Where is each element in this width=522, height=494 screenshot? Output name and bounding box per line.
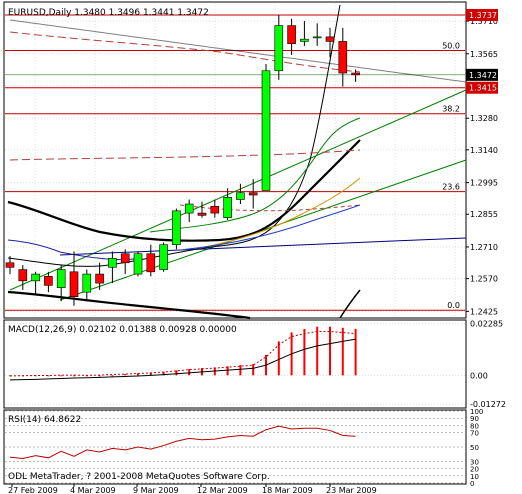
bear-candle [5,262,15,268]
ma-red-dashed-mid [9,149,361,161]
ma-green [149,117,361,233]
macd-tick-label: 0.00 [470,371,488,380]
price-tick-label: 1.3710 [470,17,498,26]
date-tick-label: 18 Mar 2009 [262,486,313,494]
rsi-tick-label: 10 [470,473,479,481]
rsi-tick-label: 20 [470,466,479,474]
bear-candle [287,25,296,44]
ma-black-thin [7,4,341,267]
price-tag-text: 1.3472 [469,71,497,80]
price-tick-label: 1.2710 [470,243,498,252]
date-tick-label: 4 Mar 2009 [70,486,116,494]
price-tick-label: 1.3280 [470,114,498,123]
fib-level-label: 50.0 [442,41,460,50]
bear-candle [338,41,348,74]
bear-candle [69,271,79,297]
rsi-tick-label: 50 [470,444,479,452]
macd-main-dotted-line [9,331,356,377]
bull-candle [159,244,168,270]
rsi-line [9,425,356,460]
price-tag-box [466,81,498,94]
rsi-tick-label: 70 [470,430,479,438]
price-tick-label: 1.3565 [470,50,498,59]
price-tag-text: 1.3415 [469,84,497,93]
black-trend-line [9,19,467,83]
price-panel-frame [3,1,467,319]
price-tick-label: 1.2570 [470,275,498,284]
price-axis: 1.37101.35651.34251.32801.31401.29951.28… [466,8,498,316]
fib-level-label: 23.6 [442,183,460,192]
price-tick-label: 1.3140 [470,146,498,155]
date-tick-label: 9 Mar 2009 [133,486,179,494]
price-tick-label: 1.2995 [470,179,498,188]
bull-candle [261,70,271,191]
moving-averages [7,4,361,320]
bull-candle [82,273,92,293]
ma-black-bottom [7,290,251,320]
ma-red-dashed-top [9,31,361,73]
fib-level-label: 0.0 [447,301,460,310]
rsi-tick-label: 100 [470,408,483,416]
price-tick-label: 1.2855 [470,210,498,219]
candles [5,14,360,306]
bear-candle [120,253,130,264]
fibonacci-levels: 50.0 38.2 23.6 0.0 [5,14,465,311]
rsi-tick-label: 80 [470,422,479,430]
price-tag-box [466,68,498,81]
price-tag-box [466,8,498,21]
macd-panel-frame [3,319,467,409]
macd-tick-label: 0.02285 [470,320,503,329]
bull-candle [223,196,232,218]
ma-black-thick [7,139,361,242]
price-grid [5,3,465,317]
bear-candle [325,36,335,42]
bull-candle [108,257,117,268]
bear-candle [210,206,220,214]
bull-candle [236,192,245,200]
macd-tick-label: -0.01272 [470,400,506,409]
bear-candle [18,269,28,282]
bear-candle [197,212,207,216]
bear-candle [95,273,104,284]
rsi-tick-label: 0 [470,480,474,488]
macd-label: MACD(12,26,9) 0.02102 0.01388 0.00928 0.… [8,325,237,335]
rsi-tick-label: 90 [470,415,479,423]
rsi-label: RSI(14) 64.8622 [8,415,81,425]
bear-candle [44,276,53,286]
bear-candle [248,192,258,196]
rsi-tick-label: 30 [470,458,479,466]
ma-blue [179,204,361,251]
bull-candle [312,36,322,39]
ma-orange [199,177,361,249]
blue-trend-line [59,237,467,256]
trend-lines [9,19,467,301]
bull-candle [300,38,309,42]
bear-candle [146,253,156,273]
date-tick-label: 27 Feb 2009 [8,486,58,494]
macd-indicator: 0.02285 0.00 -0.01272 [5,320,506,409]
price-tag-text: 1.3737 [469,11,497,20]
bull-candle [31,273,40,282]
date-tick-label: 23 Mar 2009 [326,486,377,494]
bull-candle [133,253,143,275]
bear-candle [351,72,360,76]
macd-signal-line [9,338,356,381]
ma-black-bottom-right [339,289,361,319]
date-axis: 27 Feb 2009 4 Mar 2009 9 Mar 2009 12 Mar 20… [8,484,377,494]
bull-candle [172,210,181,246]
bull-candle [274,25,284,72]
copyright-text: ODL MetaTrader, ? 2001-2008 MetaQuotes S… [8,472,270,482]
price-tick-label: 1.2425 [470,307,498,316]
bull-candle [56,269,66,288]
bull-candle [184,203,194,214]
symbol-label: EURUSD,Daily 1.3480 1.3496 1.3441 1.3472 [8,8,209,18]
fib-level-label: 38.2 [442,105,460,114]
date-tick-label: 12 Mar 2009 [197,486,248,494]
